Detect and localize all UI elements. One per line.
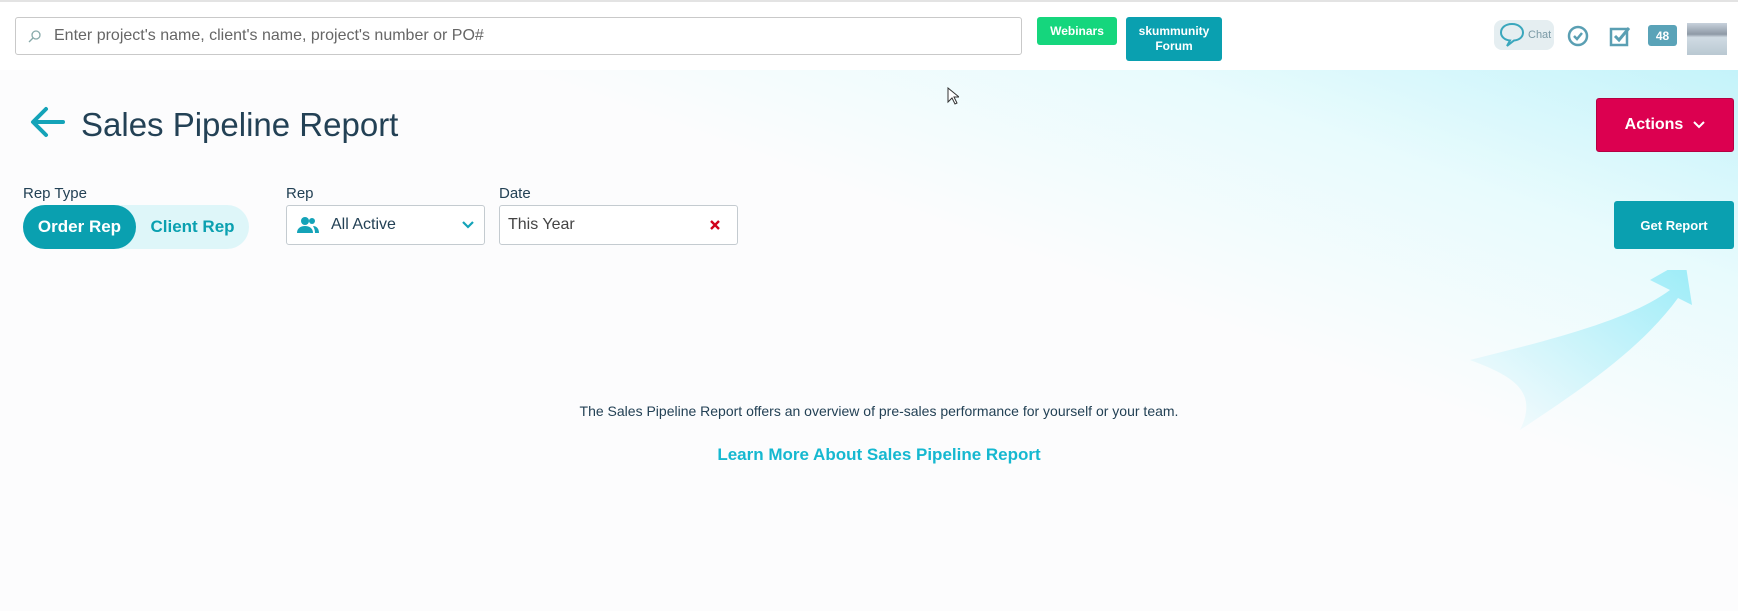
actions-button[interactable]: Actions <box>1596 98 1734 152</box>
rep-type-toggle: Order Rep Client Rep <box>23 205 249 249</box>
notification-count: 48 <box>1655 28 1670 43</box>
back-arrow-icon[interactable] <box>29 106 65 138</box>
notification-badge[interactable]: 48 <box>1648 25 1677 46</box>
clock-check-icon[interactable] <box>1566 24 1590 48</box>
get-report-button[interactable]: Get Report <box>1614 201 1734 249</box>
rep-type-label: Rep Type <box>23 185 87 202</box>
chat-label: Chat <box>1528 29 1552 41</box>
actions-label: Actions <box>1624 116 1684 133</box>
get-report-label: Get Report <box>1640 217 1708 233</box>
client-rep-option[interactable]: Client Rep <box>150 217 235 236</box>
clear-x-icon[interactable] <box>709 219 721 231</box>
date-label: Date <box>499 185 531 202</box>
rep-label: Rep <box>286 185 314 202</box>
rep-value: All Active <box>331 216 396 233</box>
rep-select[interactable]: All Active <box>286 205 485 245</box>
learn-more-link[interactable]: Learn More About Sales Pipeline Report <box>717 445 1041 464</box>
date-value: This Year <box>508 216 575 233</box>
date-field[interactable]: This Year <box>499 205 738 245</box>
webinars-button[interactable]: Webinars <box>1037 17 1117 45</box>
forum-label-line2: Forum <box>1155 39 1193 53</box>
user-avatar[interactable] <box>1687 23 1727 55</box>
chat-button[interactable]: Chat <box>1494 20 1554 50</box>
users-icon <box>297 217 319 233</box>
search-input[interactable] <box>54 27 954 45</box>
search-icon <box>28 30 41 43</box>
report-description: The Sales Pipeline Report offers an over… <box>579 403 1179 419</box>
mouse-cursor-icon <box>947 87 959 105</box>
forum-button[interactable]: skummunity Forum <box>1126 17 1222 61</box>
chat-bubble-icon <box>1499 22 1525 47</box>
webinars-label: Webinars <box>1050 24 1104 38</box>
background-gradient <box>0 70 1738 611</box>
order-rep-option[interactable]: Order Rep <box>23 205 136 249</box>
top-border <box>0 0 1738 2</box>
task-checkbox-icon[interactable] <box>1608 24 1632 48</box>
forum-label-line1: skummunity <box>1138 24 1210 38</box>
chevron-down-icon <box>462 221 474 229</box>
page-title: Sales Pipeline Report <box>81 106 399 143</box>
search-bar[interactable] <box>15 17 1022 55</box>
arrow-swoosh-decoration <box>1470 270 1692 430</box>
chevron-down-icon <box>1693 121 1706 129</box>
